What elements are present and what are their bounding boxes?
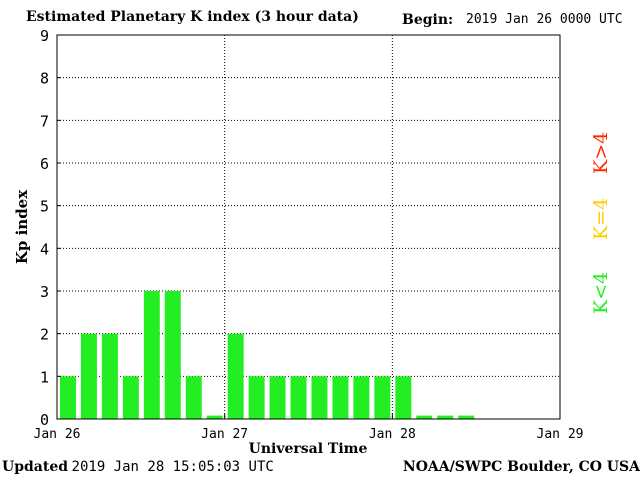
bar bbox=[290, 376, 307, 419]
updated-timestamp: Updated 2019 Jan 28 15:05:03 UTC bbox=[2, 459, 274, 476]
x-tick-label: Jan 26 bbox=[34, 427, 81, 442]
bar bbox=[122, 376, 139, 419]
bar bbox=[143, 291, 160, 419]
y-tick-label: 5 bbox=[40, 198, 49, 216]
bar bbox=[353, 376, 370, 419]
chart-title: Estimated Planetary K index (3 hour data… bbox=[26, 9, 359, 25]
bar bbox=[458, 415, 475, 419]
y-tick-label: 9 bbox=[40, 27, 49, 45]
updated-value: 2019 Jan 28 15:05:03 UTC bbox=[71, 459, 274, 475]
bar bbox=[206, 415, 223, 419]
credit-line: NOAA/SWPC Boulder, CO USA bbox=[402, 459, 640, 475]
legend-k-greater-4: K>4 bbox=[590, 131, 612, 174]
bar bbox=[395, 376, 412, 419]
y-tick-label: 8 bbox=[40, 70, 49, 88]
y-tick-label: 1 bbox=[40, 368, 49, 386]
bar bbox=[374, 376, 391, 419]
bar bbox=[332, 376, 349, 419]
bar bbox=[269, 376, 286, 419]
y-axis-label: Kp index bbox=[13, 189, 31, 264]
legend-k-less-4: K<4 bbox=[590, 271, 612, 314]
plot-frame bbox=[56, 34, 561, 420]
x-axis-label: Universal Time bbox=[249, 441, 368, 457]
x-tick-label: Jan 27 bbox=[201, 427, 248, 442]
x-tick-label: Jan 29 bbox=[537, 427, 584, 442]
updated-label: Updated bbox=[2, 459, 69, 475]
bar bbox=[248, 376, 265, 419]
bar bbox=[437, 415, 454, 419]
bar bbox=[311, 376, 328, 419]
begin-label: Begin: bbox=[402, 12, 454, 28]
y-tick-label: 7 bbox=[40, 112, 49, 130]
x-tick-label: Jan 28 bbox=[369, 427, 416, 442]
bar bbox=[101, 333, 118, 419]
bar bbox=[60, 376, 76, 419]
y-tick-label: 0 bbox=[40, 411, 49, 429]
bar bbox=[227, 333, 244, 419]
y-tick-label: 3 bbox=[40, 283, 49, 301]
begin-value: 2019 Jan 26 0000 UTC bbox=[466, 12, 623, 27]
bar bbox=[164, 291, 181, 419]
legend-k-equal-4: K=4 bbox=[590, 197, 612, 240]
bar bbox=[185, 376, 202, 419]
y-tick-label: 2 bbox=[40, 326, 49, 344]
y-tick-label: 6 bbox=[40, 155, 49, 173]
y-tick-label: 4 bbox=[40, 240, 49, 258]
bar bbox=[416, 415, 433, 419]
bar bbox=[80, 333, 97, 419]
